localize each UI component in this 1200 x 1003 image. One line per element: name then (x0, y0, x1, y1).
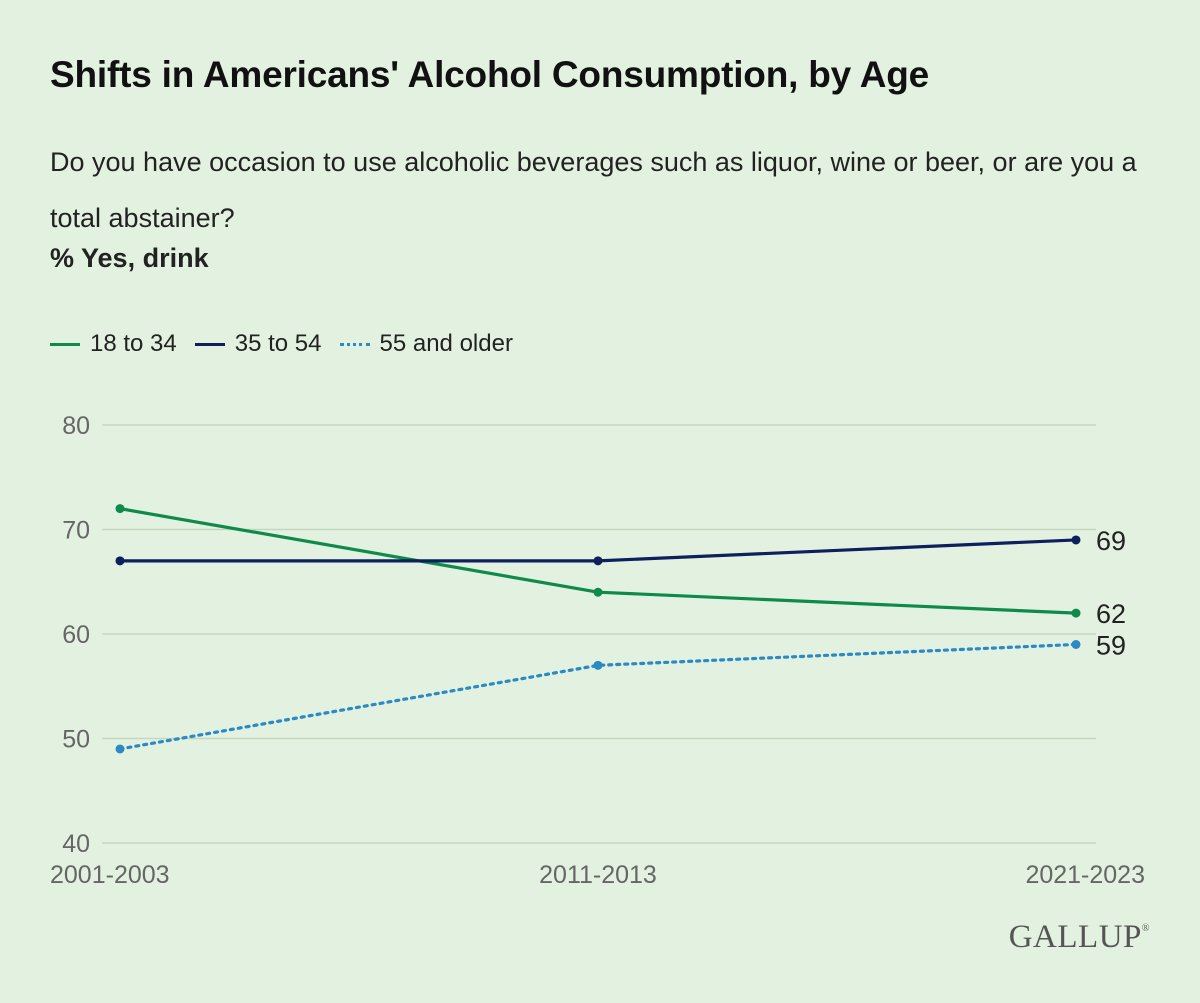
logo-trademark: ® (1141, 923, 1150, 934)
legend-label-35-54: 35 to 54 (234, 330, 322, 357)
measure-label: % Yes, drink (50, 243, 209, 273)
legend-label-55-older: 55 and older (379, 330, 513, 357)
y-tick-label-70: 70 (62, 517, 90, 545)
data-point-0-2 (1071, 608, 1081, 618)
logo-text: GALLUP (1008, 919, 1142, 955)
legend: 18 to 34 35 to 54 55 and older (50, 330, 531, 358)
y-tick-label-60: 60 (62, 621, 90, 649)
end-label-1: 69 (1096, 526, 1126, 556)
y-tick-label-40: 40 (62, 830, 90, 858)
legend-swatch-18-34 (50, 342, 80, 346)
legend-item-55-older: 55 and older (339, 330, 513, 358)
data-point-2-0 (115, 744, 125, 754)
data-point-0-1 (593, 587, 603, 597)
chart-subtitle: Do you have occasion to use alcoholic be… (50, 147, 1137, 233)
x-tick-label-2: 2021-2023 (1025, 861, 1145, 889)
chart-title: Shifts in Americans' Alcohol Consumption… (50, 54, 930, 95)
data-point-0-0 (115, 504, 125, 514)
data-point-2-2 (1071, 639, 1081, 649)
data-point-1-0 (115, 556, 125, 566)
legend-swatch-55-older (339, 342, 370, 346)
data-point-1-2 (1071, 535, 1081, 545)
data-point-1-1 (593, 556, 603, 566)
end-label-2: 59 (1096, 630, 1126, 660)
series-line-2 (118, 642, 1078, 751)
end-label-0: 62 (1096, 599, 1126, 629)
legend-label-18-34: 18 to 34 (90, 330, 177, 357)
x-tick-label-0: 2001-2003 (50, 861, 170, 889)
legend-swatch-35-54 (194, 342, 225, 346)
gallup-logo: GALLUP® (1009, 919, 1150, 956)
y-tick-label-50: 50 (62, 726, 90, 754)
legend-item-18-34: 18 to 34 (50, 330, 177, 358)
x-tick-label-1: 2011-2013 (539, 861, 657, 889)
data-point-2-1 (593, 660, 603, 670)
legend-item-35-54: 35 to 54 (194, 330, 322, 358)
y-tick-label-80: 80 (62, 412, 90, 440)
